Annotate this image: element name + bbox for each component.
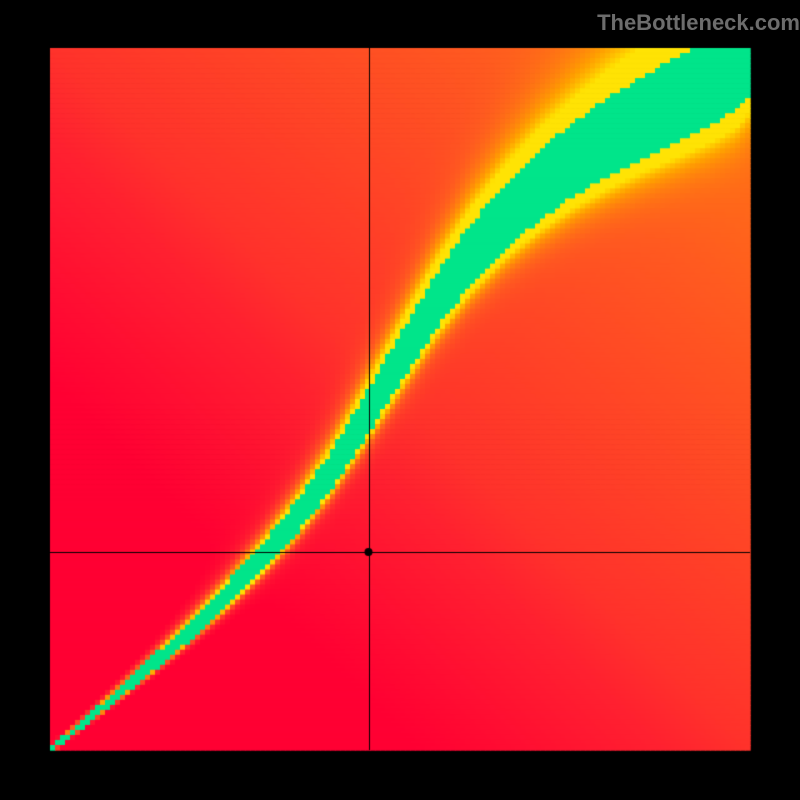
chart-stage: TheBottleneck.com bbox=[0, 0, 800, 800]
bottleneck-heatmap bbox=[0, 0, 800, 800]
